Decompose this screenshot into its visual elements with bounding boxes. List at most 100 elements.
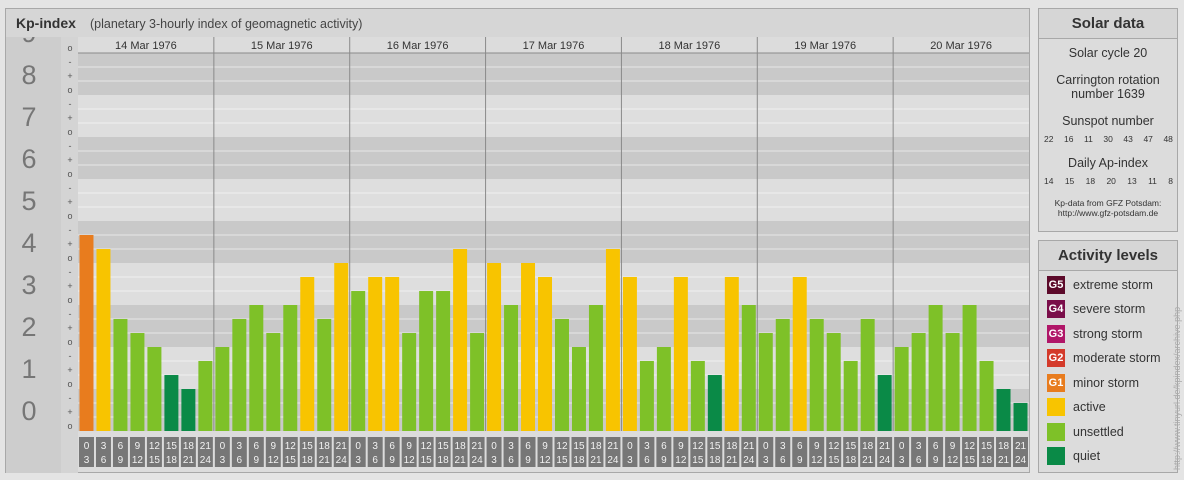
time-slot-start: 21 bbox=[1015, 441, 1027, 452]
time-slot-start: 0 bbox=[627, 441, 633, 452]
kp-index-panel: Kp-index (planetary 3-hourly index of ge… bbox=[5, 8, 1030, 473]
legend-item-g2: G2 moderate storm bbox=[1047, 348, 1161, 368]
time-slot-start: 21 bbox=[879, 441, 891, 452]
legend-item-unsettled: unsettled bbox=[1047, 422, 1124, 442]
day-label: 19 Mar 1976 bbox=[794, 40, 856, 52]
y-tick-label: 0 bbox=[21, 396, 36, 426]
kp-bar bbox=[962, 305, 977, 431]
kp-bar bbox=[622, 276, 637, 431]
time-slot-box bbox=[384, 437, 400, 467]
y-tick-label: 5 bbox=[21, 186, 36, 216]
time-slot-box bbox=[299, 437, 315, 467]
ap-value: 18 bbox=[1085, 176, 1096, 186]
kp-bar bbox=[249, 305, 264, 431]
time-slot-start: 9 bbox=[950, 441, 956, 452]
time-slot-end: 15 bbox=[149, 455, 161, 466]
time-slot-box bbox=[724, 437, 740, 467]
kp-bar bbox=[147, 347, 162, 431]
kp-bar bbox=[198, 360, 213, 431]
time-slot-start: 15 bbox=[709, 441, 721, 452]
time-slot-start: 3 bbox=[372, 441, 378, 452]
time-slot-end: 6 bbox=[916, 455, 922, 466]
legend-label: active bbox=[1073, 400, 1106, 414]
time-slot-start: 3 bbox=[644, 441, 650, 452]
y-tick-label: 4 bbox=[21, 228, 36, 258]
kp-bar bbox=[79, 234, 94, 431]
time-slot-end: 9 bbox=[525, 455, 531, 466]
kp-bar bbox=[877, 375, 892, 431]
kp-bar bbox=[656, 347, 671, 431]
time-slot-end: 6 bbox=[780, 455, 786, 466]
kp-bar bbox=[470, 333, 485, 431]
data-source-line2[interactable]: http://www.gfz-potsdam.de bbox=[1057, 208, 1159, 218]
day-label: 14 Mar 1976 bbox=[115, 40, 177, 52]
legend-item-g5: G5 extreme storm bbox=[1047, 275, 1153, 295]
kp-bar bbox=[996, 389, 1011, 431]
kp-bar bbox=[1013, 402, 1028, 431]
minor-tick-label: + bbox=[67, 71, 72, 81]
sunspot-value: 16 bbox=[1064, 134, 1074, 144]
time-slot-end: 12 bbox=[404, 455, 416, 466]
kp-bar bbox=[453, 249, 468, 431]
time-slot-box bbox=[401, 437, 417, 467]
kp-bar bbox=[911, 333, 926, 431]
time-slot-box bbox=[639, 437, 655, 467]
sunspot-value: 47 bbox=[1143, 134, 1153, 144]
credit-url[interactable]: http://www.tinyurl.de/kpindex/archive.ph… bbox=[1172, 306, 1182, 470]
time-slot-end: 15 bbox=[828, 455, 840, 466]
time-slot-box bbox=[316, 437, 332, 467]
time-slot-end: 9 bbox=[661, 455, 667, 466]
ap-value: 20 bbox=[1106, 176, 1116, 186]
time-slot-box bbox=[180, 437, 196, 467]
minor-tick-label: o bbox=[67, 43, 72, 53]
time-slot-box bbox=[911, 437, 927, 467]
time-slot-start: 12 bbox=[692, 441, 704, 452]
y-tick-label: 1 bbox=[21, 354, 36, 384]
time-slot-end: 12 bbox=[539, 455, 551, 466]
kp-bar bbox=[300, 276, 315, 431]
time-slot-end: 15 bbox=[285, 455, 297, 466]
time-slot-box bbox=[843, 437, 859, 467]
day-label: 16 Mar 1976 bbox=[387, 40, 449, 52]
time-slot-box bbox=[248, 437, 264, 467]
time-slot-start: 18 bbox=[862, 441, 874, 452]
time-slot-box bbox=[860, 437, 876, 467]
legend-label: moderate storm bbox=[1073, 351, 1161, 365]
time-slot-start: 9 bbox=[271, 441, 277, 452]
time-slot-box bbox=[163, 437, 179, 467]
time-slot-start: 3 bbox=[101, 441, 107, 452]
sunspot-value: 11 bbox=[1084, 134, 1093, 144]
time-slot-start: 9 bbox=[135, 441, 141, 452]
time-slot-box bbox=[214, 437, 230, 467]
legend-swatch: G3 bbox=[1047, 325, 1065, 343]
time-slot-start: 18 bbox=[319, 441, 331, 452]
time-slot-end: 18 bbox=[438, 455, 450, 466]
time-slot-end: 9 bbox=[933, 455, 939, 466]
sunspot-values: 22 16 11 30 43 47 48 bbox=[1039, 134, 1177, 144]
minor-tick-label: o bbox=[67, 127, 72, 137]
time-slot-box bbox=[928, 437, 944, 467]
legend-item-quiet: quiet bbox=[1047, 446, 1100, 466]
time-slot-start: 18 bbox=[590, 441, 602, 452]
minor-tick-label: - bbox=[69, 309, 72, 319]
kp-bar bbox=[555, 318, 569, 431]
kp-bar bbox=[436, 291, 451, 431]
time-slot-end: 3 bbox=[763, 455, 769, 466]
time-slot-start: 0 bbox=[355, 441, 361, 452]
legend-item-active: active bbox=[1047, 397, 1106, 417]
time-slot-end: 18 bbox=[709, 455, 721, 466]
time-slot-start: 12 bbox=[964, 441, 976, 452]
time-slot-box bbox=[758, 437, 774, 467]
panel-subtitle: (planetary 3-hourly index of geomagnetic… bbox=[90, 17, 363, 31]
time-slot-box bbox=[1013, 437, 1028, 467]
time-slot-end: 3 bbox=[355, 455, 361, 466]
legend-item-g4: G4 severe storm bbox=[1047, 299, 1145, 319]
kp-bar bbox=[385, 276, 400, 431]
time-slot-start: 18 bbox=[455, 441, 467, 452]
time-slot-box bbox=[333, 437, 349, 467]
time-slot-box bbox=[469, 437, 485, 467]
solar-data-body: Solar cycle 20 Carrington rotation numbe… bbox=[1039, 39, 1177, 218]
time-slot-start: 6 bbox=[661, 441, 667, 452]
time-slot-box bbox=[690, 437, 706, 467]
time-slot-end: 9 bbox=[389, 455, 395, 466]
